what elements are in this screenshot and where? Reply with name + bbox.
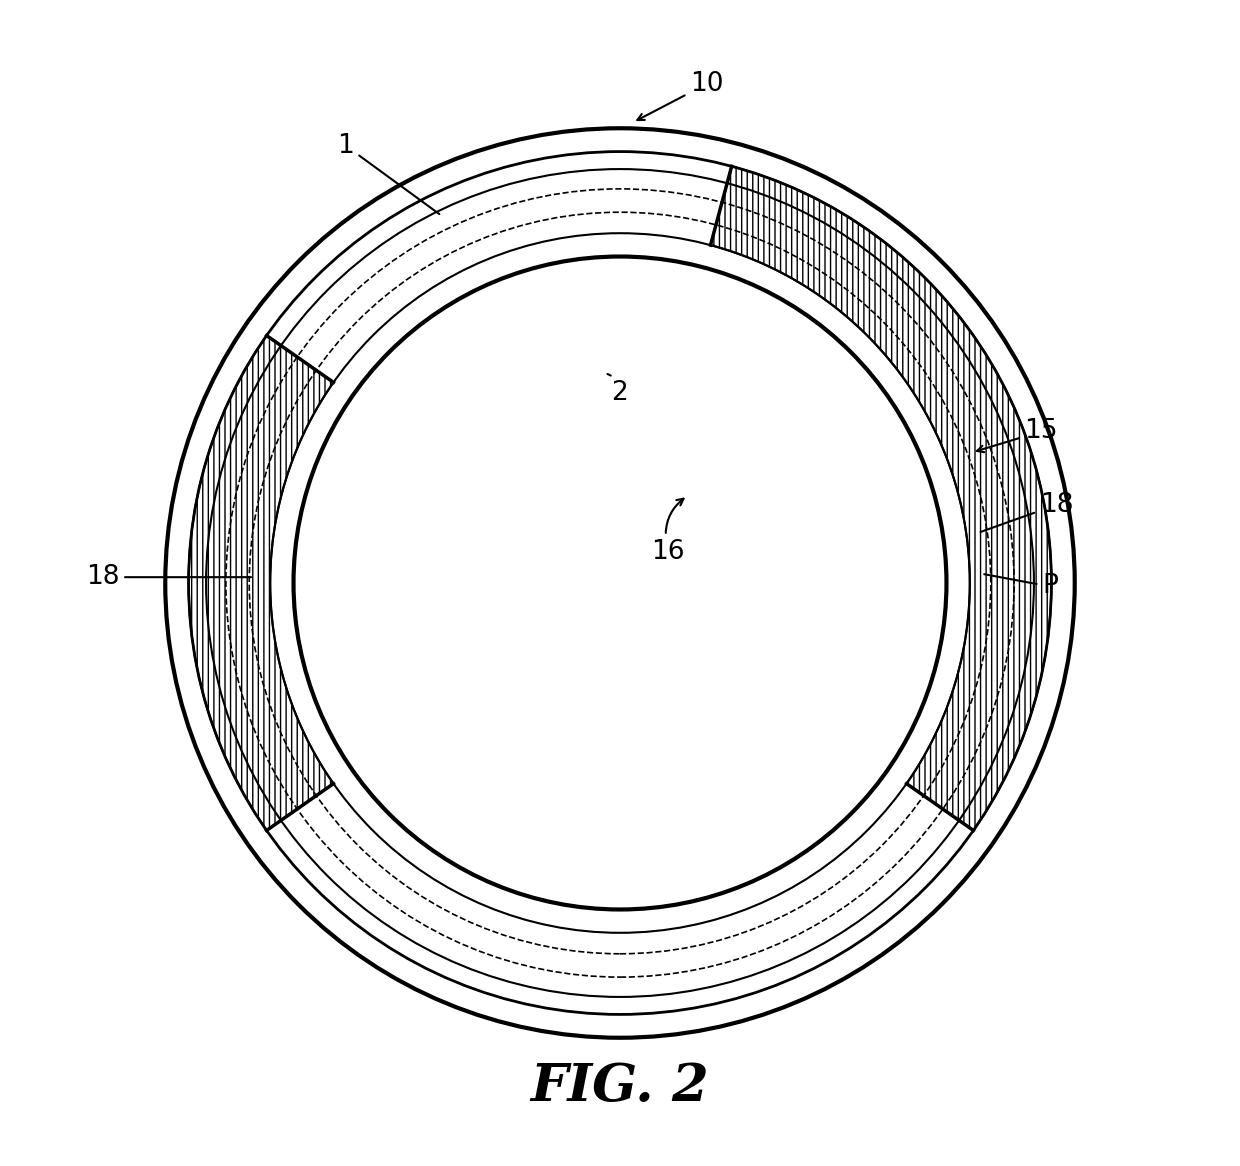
Polygon shape [711,167,1052,830]
Polygon shape [165,128,1075,1038]
Text: 15: 15 [977,419,1058,452]
Text: 16: 16 [651,499,684,564]
Text: 1: 1 [337,133,439,215]
Text: 2: 2 [608,374,627,406]
Text: 18: 18 [981,492,1074,532]
Polygon shape [188,336,334,830]
Text: 18: 18 [86,564,250,590]
Text: 10: 10 [637,71,723,120]
Text: P: P [985,574,1058,599]
Text: FIG. 2: FIG. 2 [531,1061,709,1112]
